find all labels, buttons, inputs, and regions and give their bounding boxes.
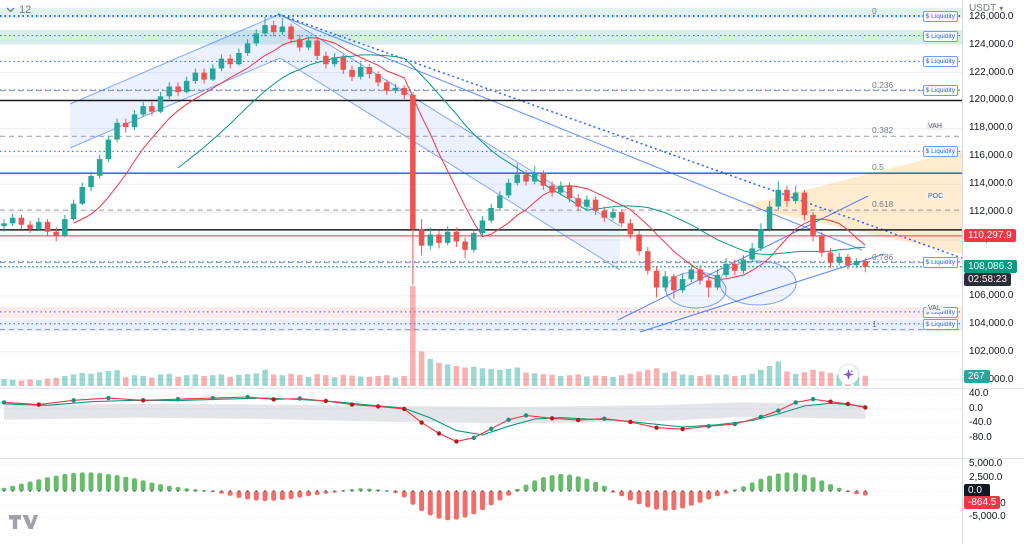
- price-tick: 104,000.0: [969, 317, 1014, 329]
- price-tick: 102,000.0: [969, 345, 1014, 357]
- price-tick: 118,000.0: [969, 122, 1013, 134]
- pane-separator[interactable]: [0, 458, 1024, 459]
- last-price-badge: 108,086.3: [964, 259, 1017, 273]
- drawings-layer: [69, 13, 962, 333]
- oscillator-tick: -80.0: [969, 431, 992, 443]
- histogram-tick: 2,500.0: [969, 471, 1003, 483]
- price-tick: 124,000.0: [969, 38, 1014, 50]
- price-tick: 122,000.0: [969, 66, 1014, 78]
- axis-currency-selector[interactable]: USDT ▾: [969, 3, 1003, 14]
- price-tick: 112,000.0: [969, 206, 1013, 218]
- levels-layer: [0, 15, 962, 331]
- pane-separator[interactable]: [0, 388, 1024, 389]
- indicator-logo-icon: [838, 364, 859, 385]
- oscillator-grid: [0, 393, 962, 439]
- grid-layer: [0, 16, 962, 381]
- price-line-badge: 110,297.9: [964, 228, 1016, 242]
- volume-layer: [1, 286, 868, 386]
- oscillator-tick: 40.0: [969, 388, 989, 400]
- histogram-bars: [1, 472, 868, 521]
- oscillator-tick: 0.0: [969, 402, 983, 414]
- oscillator-band: [4, 402, 866, 424]
- chevron-down-icon: [6, 7, 15, 13]
- price-tick: 126,000.0: [969, 10, 1014, 22]
- price-tick: 100,000.0: [969, 373, 1014, 385]
- tradingview-logo[interactable]: [8, 514, 38, 535]
- histogram-tick: -5,000.0: [969, 511, 1006, 523]
- histogram-tick: 5,000.0: [969, 458, 1003, 470]
- oscillator-tick: -40.0: [969, 417, 992, 429]
- tradingview-logo-icon: [9, 515, 38, 529]
- candles-layer: [1, 16, 868, 299]
- price-tick: 106,000.0: [969, 289, 1014, 301]
- indicator-count-label: 12: [19, 4, 32, 16]
- price-tick: 120,000.0: [969, 94, 1014, 106]
- axis-currency-label: USDT: [969, 3, 997, 14]
- price-axis[interactable]: USDT ▾ 126,000.0 124,000.0 122,000.0 120,00…: [962, 0, 1024, 544]
- histogram-pane[interactable]: [0, 458, 962, 544]
- chevron-down-icon: ▾: [999, 3, 1004, 13]
- price-tick: 116,000.0: [969, 150, 1013, 162]
- price-pane[interactable]: [0, 0, 962, 388]
- indicators-collapse-chip[interactable]: 12: [6, 4, 31, 16]
- histogram-last-value-badge: -864.5: [964, 495, 1001, 509]
- histogram-zero-badge: 0.0: [964, 483, 990, 497]
- price-tick: 114,000.0: [969, 178, 1013, 190]
- oscillator-lines: [1, 394, 868, 444]
- bands-layer: [0, 7, 962, 332]
- oscillator-pane[interactable]: [0, 388, 962, 458]
- bar-countdown-badge: 02:58:23: [964, 272, 1011, 286]
- volume-value-badge: 267: [964, 370, 990, 383]
